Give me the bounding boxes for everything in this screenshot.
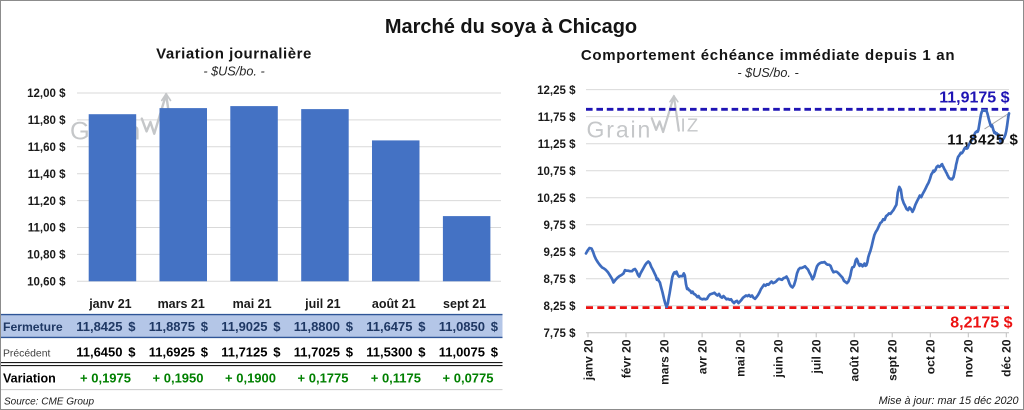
svg-text:sept 21: sept 21: [443, 297, 486, 311]
svg-text:12,00 $: 12,00 $: [27, 88, 66, 100]
svg-text:août 20: août 20: [848, 339, 862, 381]
svg-text:- $US/bo. -: - $US/bo. -: [737, 66, 798, 80]
svg-text:11,8800: 11,8800: [294, 319, 340, 334]
svg-text:11,0075: 11,0075: [439, 345, 485, 360]
svg-text:mai 20: mai 20: [733, 339, 747, 377]
svg-text:11,9175 $: 11,9175 $: [939, 90, 1009, 107]
svg-text:$: $: [128, 319, 136, 334]
svg-text:11,75 $: 11,75 $: [538, 112, 576, 124]
svg-text:juin 20: juin 20: [771, 339, 785, 378]
svg-text:Précédent: Précédent: [3, 349, 50, 360]
svg-text:Marché du soya à Chicago: Marché du soya à Chicago: [385, 16, 637, 38]
svg-text:$: $: [418, 319, 426, 334]
svg-text:11,7025: 11,7025: [294, 345, 340, 360]
svg-text:11,0850: 11,0850: [439, 319, 485, 334]
svg-text:+ 0,1900: + 0,1900: [225, 371, 276, 386]
svg-text:Grain: Grain: [587, 116, 653, 142]
svg-text:mars 21: mars 21: [158, 297, 205, 311]
svg-text:déc 20: déc 20: [1000, 339, 1014, 377]
svg-text:août 21: août 21: [372, 297, 416, 311]
svg-text:10,80 $: 10,80 $: [27, 250, 66, 262]
svg-text:$: $: [346, 319, 354, 334]
svg-text:févr 20: févr 20: [619, 339, 633, 378]
svg-text:Comportement échéance immédiat: Comportement échéance immédiate depuis 1…: [581, 47, 955, 64]
svg-text:Mise à jour: mar 15 déc 2020: Mise à jour: mar 15 déc 2020: [879, 395, 1019, 407]
svg-text:+ 0,1950: + 0,1950: [153, 371, 204, 386]
svg-text:+ 0,1175: + 0,1175: [371, 371, 421, 386]
svg-text:11,40 $: 11,40 $: [28, 169, 66, 181]
svg-text:8,25 $: 8,25 $: [544, 301, 577, 313]
svg-text:mai 21: mai 21: [233, 297, 272, 311]
svg-text:$: $: [346, 345, 354, 360]
svg-text:$: $: [491, 319, 499, 334]
svg-text:$: $: [201, 319, 209, 334]
svg-text:12,25 $: 12,25 $: [537, 85, 576, 97]
svg-text:- $US/bo. -: - $US/bo. -: [203, 65, 264, 79]
svg-text:8,75 $: 8,75 $: [544, 274, 577, 286]
svg-text:$: $: [201, 345, 209, 360]
svg-text:11,25 $: 11,25 $: [538, 139, 576, 151]
svg-text:11,8425 $: 11,8425 $: [947, 132, 1018, 149]
svg-text:11,6475: 11,6475: [366, 319, 412, 334]
svg-text:11,9025: 11,9025: [221, 319, 267, 334]
svg-text:7,75 $: 7,75 $: [544, 328, 577, 340]
svg-text:nov 20: nov 20: [962, 339, 976, 377]
svg-text:10,75 $: 10,75 $: [537, 166, 576, 178]
svg-text:11,20 $: 11,20 $: [28, 196, 66, 208]
svg-text:11,5300: 11,5300: [366, 345, 412, 360]
svg-text:juil 21: juil 21: [304, 297, 340, 311]
svg-text:Variation: Variation: [3, 372, 56, 386]
svg-text:avr 20: avr 20: [695, 339, 709, 374]
svg-text:9,75 $: 9,75 $: [544, 220, 577, 232]
svg-text:11,8875: 11,8875: [149, 319, 195, 334]
svg-text:11,6450: 11,6450: [76, 345, 122, 360]
svg-text:Fermeture: Fermeture: [3, 320, 63, 334]
svg-text:8,2175 $: 8,2175 $: [950, 315, 1012, 332]
svg-text:IZ: IZ: [681, 114, 700, 135]
svg-text:janv 20: janv 20: [581, 339, 595, 381]
svg-text:$: $: [418, 345, 426, 360]
svg-text:juil 20: juil 20: [810, 339, 824, 374]
svg-text:11,60 $: 11,60 $: [28, 142, 66, 154]
svg-text:$: $: [273, 345, 281, 360]
svg-text:+ 0,0775: + 0,0775: [443, 371, 494, 386]
svg-text:11,80 $: 11,80 $: [28, 115, 66, 127]
svg-text:11,8425: 11,8425: [76, 319, 122, 334]
svg-text:+ 0,1775: + 0,1775: [298, 371, 349, 386]
svg-text:11,7125: 11,7125: [221, 345, 267, 360]
svg-text:+ 0,1975: + 0,1975: [80, 371, 131, 386]
svg-text:$: $: [273, 319, 281, 334]
svg-text:Source: CME Group: Source: CME Group: [4, 397, 94, 408]
svg-text:janv 21: janv 21: [88, 297, 131, 311]
svg-text:$: $: [128, 345, 136, 360]
svg-text:10,60 $: 10,60 $: [27, 277, 66, 289]
svg-text:9,25 $: 9,25 $: [544, 247, 577, 259]
svg-text:11,00 $: 11,00 $: [28, 223, 66, 235]
svg-text:10,25 $: 10,25 $: [537, 193, 576, 205]
svg-text:oct 20: oct 20: [924, 339, 938, 374]
svg-text:mars 20: mars 20: [657, 339, 671, 385]
svg-text:Variation journalière: Variation journalière: [156, 46, 312, 63]
svg-text:$: $: [491, 345, 499, 360]
svg-text:sept 20: sept 20: [886, 339, 900, 381]
svg-text:11,6925: 11,6925: [149, 345, 195, 360]
